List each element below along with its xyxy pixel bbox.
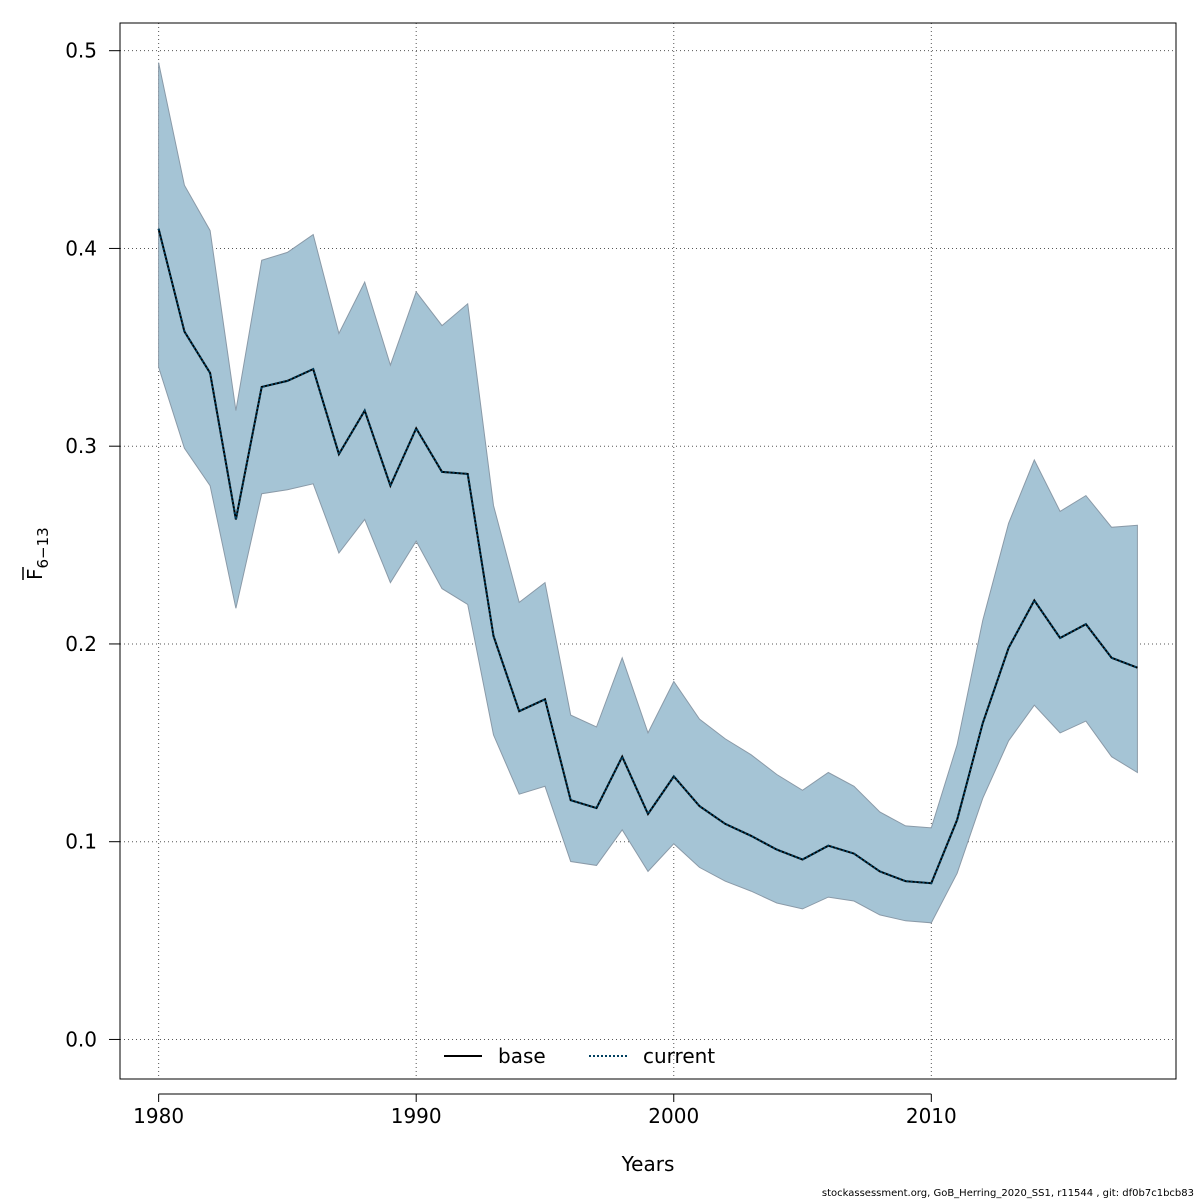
x-axis: 1980 1990 2000 2010 (133, 1093, 957, 1128)
legend-label-current: current (643, 1044, 715, 1068)
legend: base current (444, 1044, 715, 1068)
x-tick-label: 1990 (391, 1104, 442, 1128)
y-tick-label: 0.3 (65, 434, 97, 458)
y-tick-label: 0.2 (65, 632, 97, 656)
y-axis: 0.0 0.1 0.2 0.3 0.4 0.5 (65, 39, 121, 1051)
x-tick-label: 2000 (648, 1104, 699, 1128)
y-axis-title: F6−13 (22, 527, 52, 580)
series-line-base (157, 228, 1138, 885)
footer-credit: stockassessment.org, GoB_Herring_2020_SS… (821, 1188, 1194, 1199)
x-axis-title: Years (621, 1152, 675, 1176)
y-tick-label: 0.1 (65, 830, 97, 854)
y-axis-title-subscript: 6−13 (34, 527, 52, 568)
confidence-band (158, 62, 1138, 924)
legend-label-base: base (498, 1044, 546, 1068)
y-tick-label: 0.0 (65, 1027, 97, 1051)
y-tick-label: 0.5 (65, 39, 97, 63)
x-tick-label: 1980 (133, 1104, 184, 1128)
y-axis-title-base: F (23, 568, 47, 580)
y-tick-label: 0.4 (65, 236, 97, 260)
y-axis-title-text: F6−13 (23, 527, 52, 580)
x-tick-label: 2010 (906, 1104, 957, 1128)
